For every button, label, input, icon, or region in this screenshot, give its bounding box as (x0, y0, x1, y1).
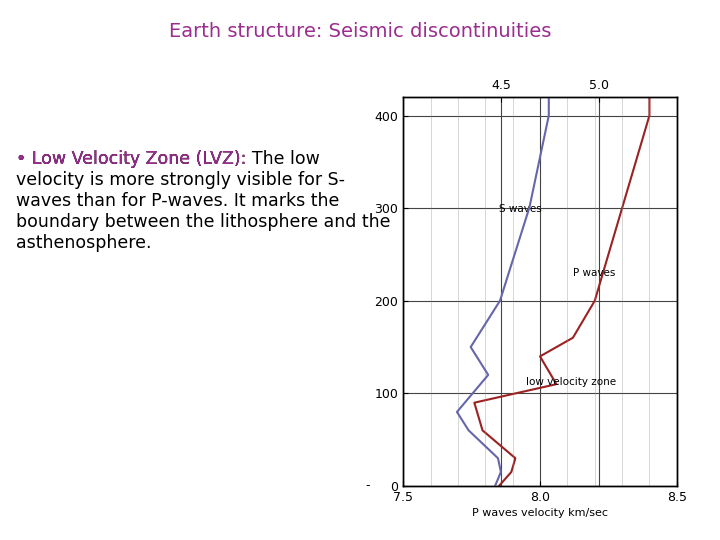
Text: -: - (366, 480, 370, 492)
X-axis label: P waves velocity km/sec: P waves velocity km/sec (472, 508, 608, 518)
Text: P waves: P waves (573, 268, 615, 279)
Text: • Low Velocity Zone (LVZ):: • Low Velocity Zone (LVZ): (16, 150, 246, 168)
Text: • Low Velocity Zone (LVZ):: • Low Velocity Zone (LVZ): (16, 150, 246, 168)
Text: Earth structure: Seismic discontinuities: Earth structure: Seismic discontinuities (168, 22, 552, 40)
Text: S waves: S waves (499, 204, 541, 214)
Text: • Low Velocity Zone (LVZ): The low
velocity is more strongly visible for S-
wave: • Low Velocity Zone (LVZ): The low veloc… (16, 150, 390, 252)
Text: low velocity zone: low velocity zone (526, 377, 616, 387)
